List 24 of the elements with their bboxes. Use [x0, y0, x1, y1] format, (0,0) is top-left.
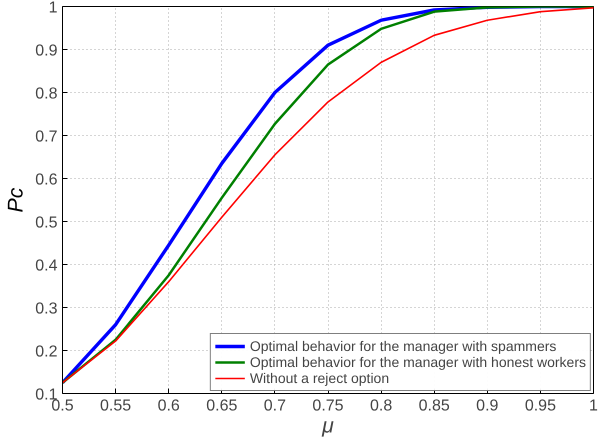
y-tick-label: 0.5 — [35, 214, 58, 232]
x-tick-label: 0.55 — [100, 398, 132, 414]
legend-label: Optimal behavior for the manager with honest workers — [250, 354, 586, 370]
y-tick-label: 0.7 — [35, 128, 58, 146]
x-tick-label: 0.9 — [476, 398, 499, 414]
legend-label: Optimal behavior for the manager with spammers — [250, 338, 556, 354]
x-tick-label: 0.6 — [158, 398, 180, 414]
y-tick-label: 0.8 — [35, 86, 58, 102]
x-tick-label: 0.75 — [312, 398, 344, 414]
y-tick-label: 0.4 — [35, 258, 58, 274]
x-tick-label: 1 — [589, 398, 598, 414]
x-tick-label: 0.8 — [370, 398, 392, 414]
legend-label: Without a reject option — [250, 370, 390, 386]
y-tick-label: 0.9 — [35, 42, 58, 60]
y-tick-label: 0.2 — [35, 344, 58, 360]
y-tick-label: 1 — [48, 0, 58, 16]
y-tick-label: 0.3 — [35, 300, 58, 318]
x-tick-label: 0.95 — [524, 398, 556, 414]
x-tick-label: 0.85 — [418, 398, 450, 414]
y-tick-label: 0.6 — [35, 172, 58, 188]
x-tick-label: 0.65 — [206, 398, 238, 414]
y-axis-title: Pc — [3, 187, 28, 212]
x-tick-label: 0.7 — [264, 398, 286, 414]
x-axis-title: μ — [321, 414, 334, 438]
